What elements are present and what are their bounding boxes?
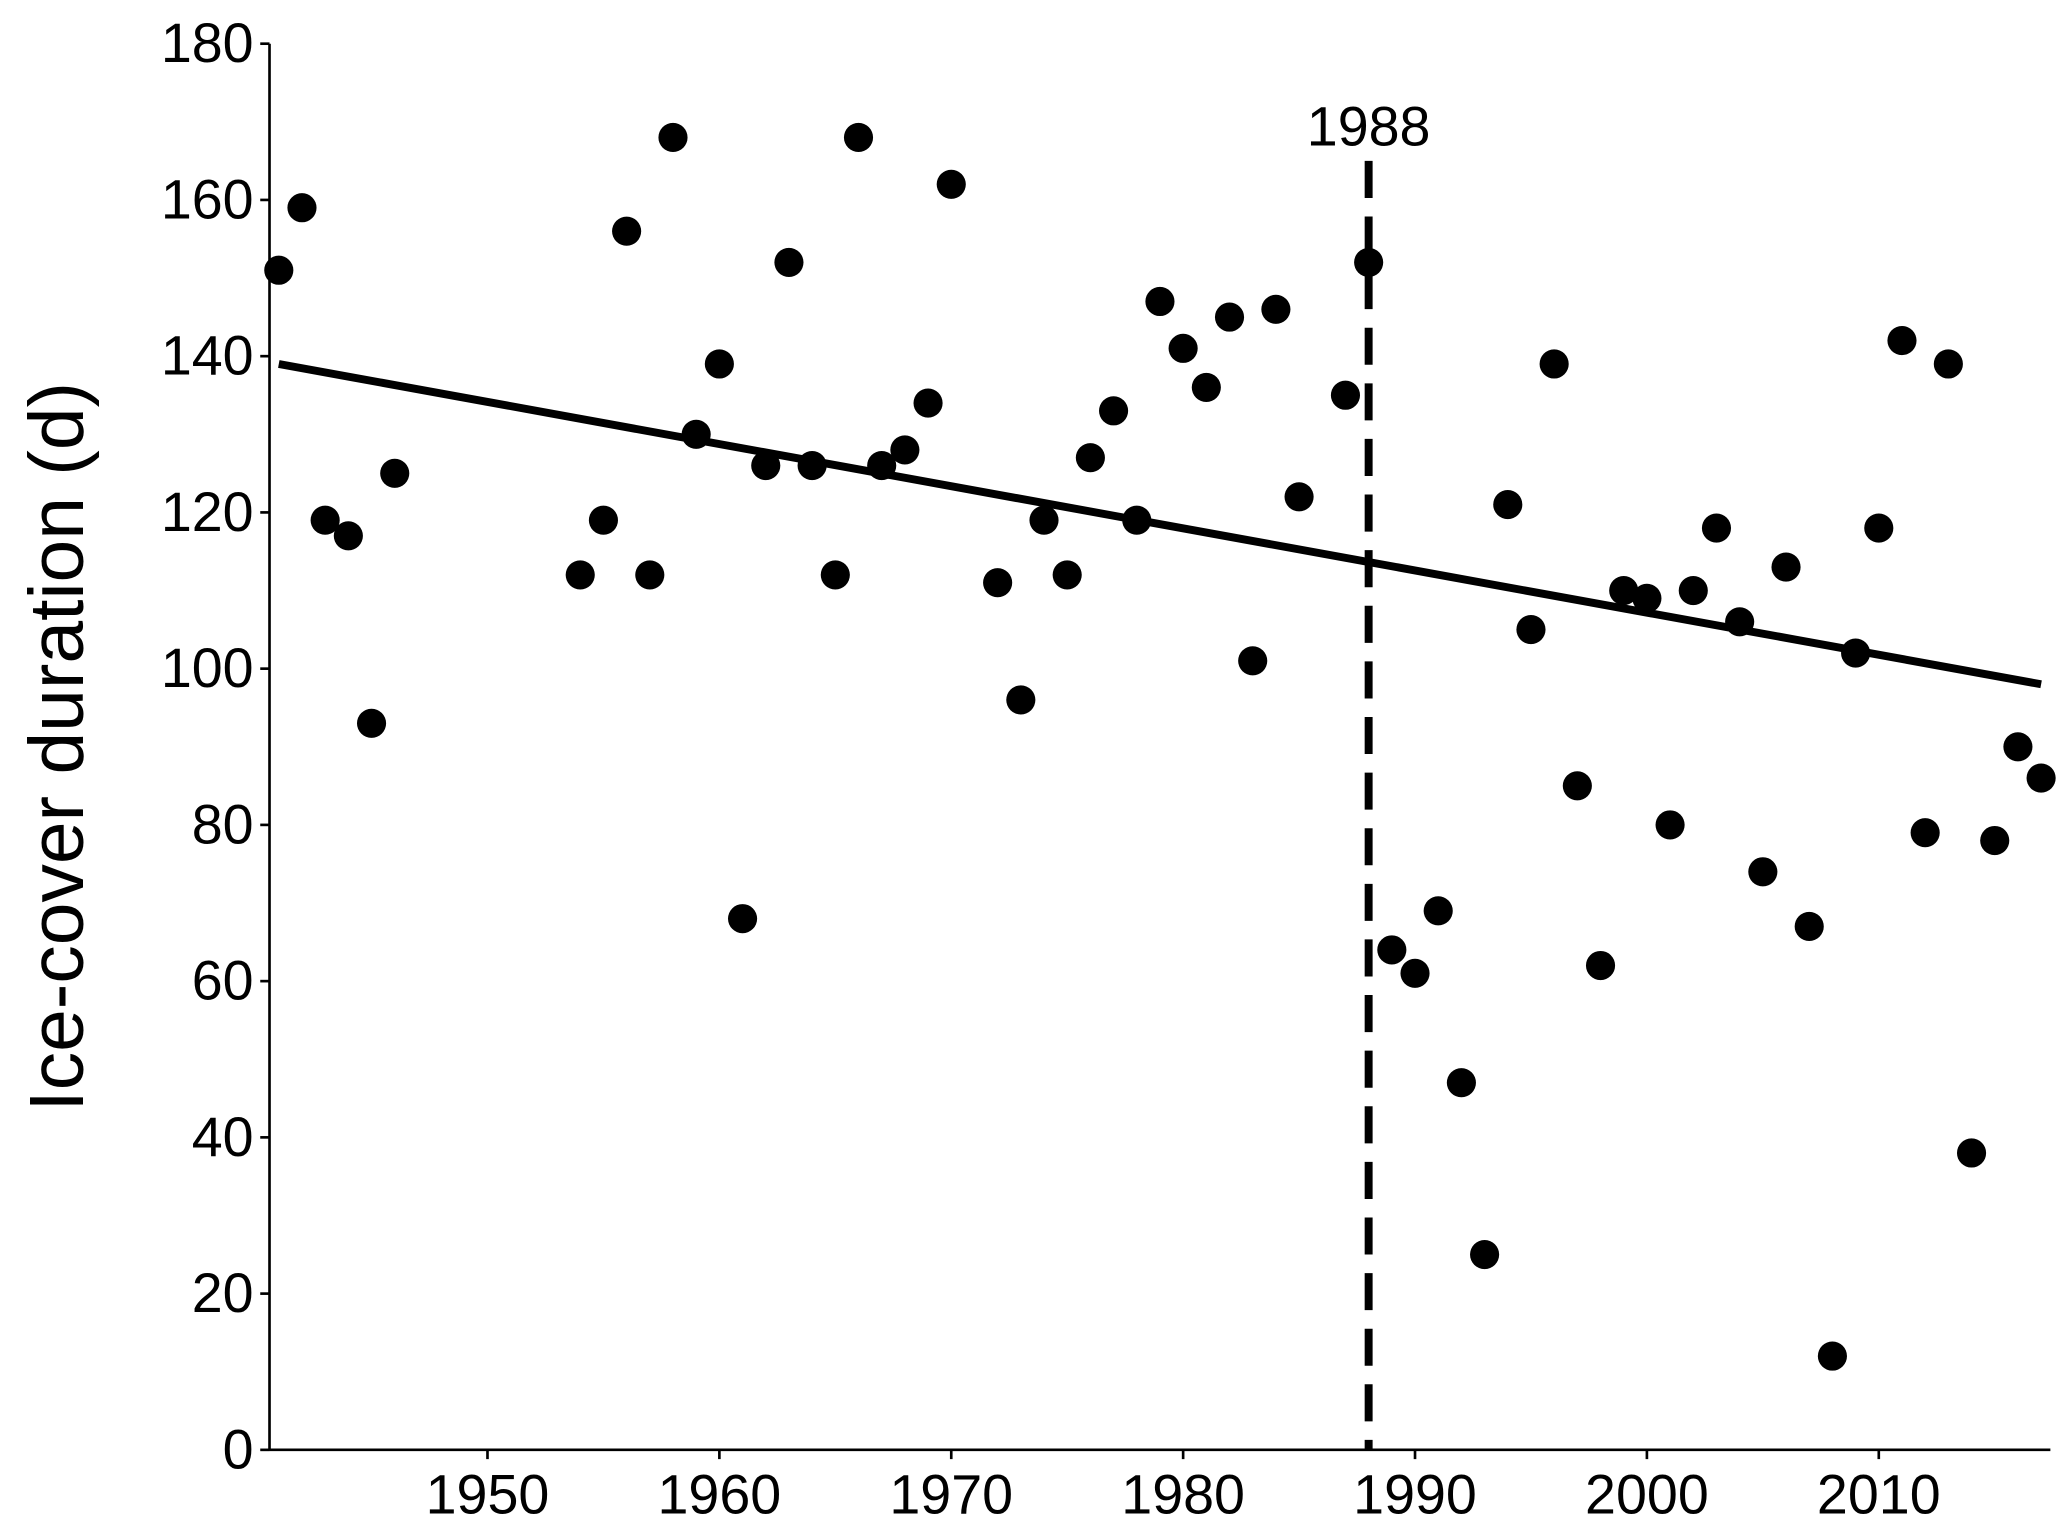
x-tick-label: 1990 bbox=[1353, 1463, 1477, 1524]
data-point bbox=[727, 904, 758, 934]
data-point bbox=[704, 349, 734, 379]
x-tick-label: 2010 bbox=[1817, 1463, 1941, 1524]
data-point bbox=[1701, 513, 1732, 543]
data-point bbox=[1261, 294, 1291, 324]
data-point bbox=[1725, 607, 1755, 637]
data-point bbox=[890, 435, 920, 465]
y-tick-label: 140 bbox=[161, 325, 254, 387]
data-point bbox=[1122, 505, 1152, 535]
data-point bbox=[867, 450, 897, 481]
data-point bbox=[1748, 857, 1778, 887]
x-tick-label: 2000 bbox=[1585, 1463, 1709, 1524]
y-tick-label: 0 bbox=[223, 1418, 254, 1480]
data-point bbox=[658, 122, 688, 153]
x-tick-label: 1960 bbox=[658, 1463, 782, 1524]
x-tick-label: 1950 bbox=[426, 1463, 550, 1524]
data-point bbox=[1446, 1068, 1476, 1098]
points-group bbox=[264, 122, 2056, 1371]
data-point bbox=[1214, 302, 1245, 332]
data-point bbox=[1794, 911, 1824, 942]
y-tick-label: 160 bbox=[161, 168, 254, 230]
data-point bbox=[2003, 732, 2033, 762]
data-point bbox=[1933, 349, 1963, 379]
data-point bbox=[1075, 443, 1105, 473]
axes: 0 20 40 60 80 100 120 140 160 180 1950 1960 1970 1980… bbox=[161, 12, 2051, 1524]
data-point bbox=[1609, 575, 1639, 606]
data-point bbox=[936, 169, 966, 199]
data-point bbox=[333, 521, 363, 551]
data-point bbox=[1678, 575, 1708, 606]
data-point bbox=[1354, 247, 1384, 277]
data-point bbox=[2026, 763, 2056, 793]
data-point bbox=[1330, 380, 1361, 410]
data-point bbox=[1238, 646, 1268, 676]
y-tick-label: 60 bbox=[192, 950, 254, 1012]
y-tick-label: 100 bbox=[161, 637, 254, 699]
data-point bbox=[264, 255, 294, 285]
data-point bbox=[1562, 771, 1592, 801]
trend-line-group bbox=[278, 360, 2042, 689]
data-point bbox=[843, 122, 874, 153]
x-tick-label: 1970 bbox=[889, 1463, 1013, 1524]
vline-group: 1988 bbox=[1307, 95, 1431, 1450]
data-point bbox=[1470, 1239, 1500, 1270]
data-point bbox=[1771, 552, 1801, 582]
data-point bbox=[681, 419, 711, 449]
y-axis-label: Ice-cover duration (d) bbox=[14, 382, 100, 1112]
data-point bbox=[565, 560, 595, 590]
data-point bbox=[983, 568, 1013, 598]
data-point bbox=[1168, 333, 1198, 363]
y-tick-label: 40 bbox=[192, 1106, 254, 1168]
data-point bbox=[1887, 325, 1917, 356]
data-point bbox=[1539, 349, 1569, 379]
data-point bbox=[1655, 810, 1685, 840]
data-point bbox=[1400, 958, 1430, 988]
data-point bbox=[820, 560, 850, 590]
x-tick-label: 1980 bbox=[1121, 1463, 1245, 1524]
data-point bbox=[1493, 490, 1523, 520]
y-tick-label: 180 bbox=[161, 12, 254, 74]
data-point bbox=[588, 505, 618, 535]
data-point bbox=[797, 450, 827, 481]
data-point bbox=[1145, 286, 1175, 317]
data-point bbox=[1191, 372, 1221, 402]
data-point bbox=[1956, 1138, 1987, 1168]
vline-label: 1988 bbox=[1307, 95, 1431, 157]
data-point bbox=[310, 505, 340, 535]
data-point bbox=[1052, 560, 1082, 590]
data-point bbox=[1585, 950, 1616, 981]
data-point bbox=[1817, 1341, 1847, 1371]
y-tick-label: 120 bbox=[161, 481, 254, 543]
data-point bbox=[380, 458, 410, 488]
data-point bbox=[1980, 825, 2010, 856]
data-point bbox=[1516, 615, 1546, 645]
data-point bbox=[774, 247, 804, 277]
data-point bbox=[1099, 396, 1129, 426]
data-point bbox=[1910, 818, 1940, 848]
data-point bbox=[612, 216, 642, 246]
data-point bbox=[1864, 513, 1894, 543]
data-point bbox=[751, 450, 781, 481]
data-point bbox=[913, 388, 943, 418]
data-point bbox=[287, 193, 317, 223]
data-point bbox=[635, 560, 665, 590]
data-point bbox=[1006, 685, 1036, 715]
trend-line bbox=[278, 360, 2042, 689]
data-point bbox=[1284, 482, 1314, 512]
data-point bbox=[1377, 935, 1407, 965]
data-point bbox=[1423, 896, 1453, 926]
data-point bbox=[356, 708, 387, 738]
data-point bbox=[1841, 638, 1871, 668]
data-point bbox=[1632, 583, 1662, 613]
data-point bbox=[1029, 505, 1059, 535]
y-tick-label: 20 bbox=[192, 1262, 254, 1324]
y-tick-label: 80 bbox=[192, 793, 254, 855]
